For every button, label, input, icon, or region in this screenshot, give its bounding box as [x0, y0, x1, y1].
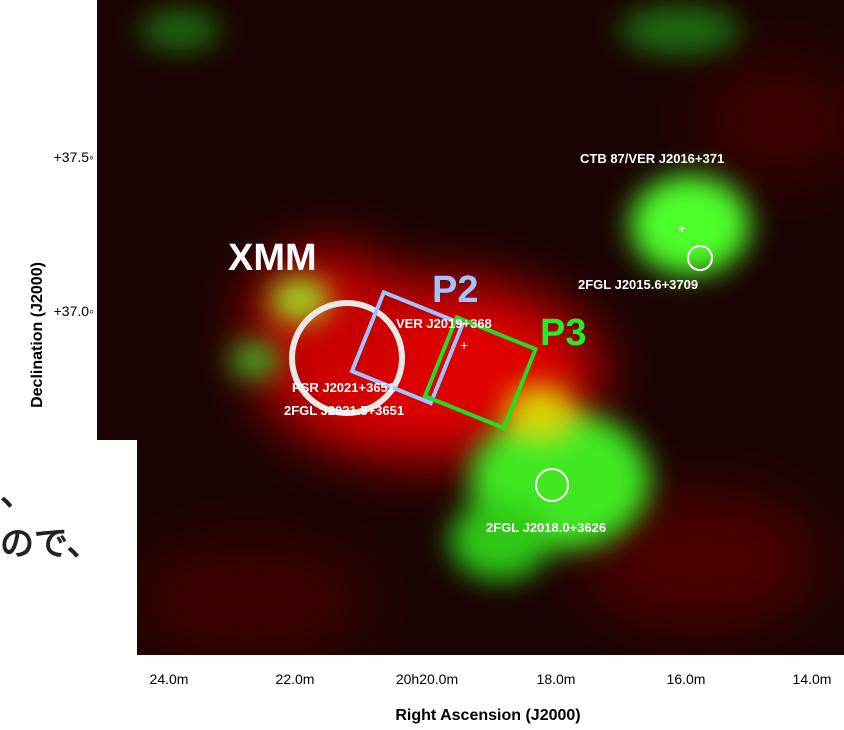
y-axis-label: Declination (J2000)	[29, 262, 46, 408]
sky-map: + + CTB 87/VER J2016+371 2FGL J2015.6+37…	[97, 0, 844, 660]
svg-text:+: +	[678, 220, 686, 236]
annotation: 2FGL J2021.5+3651	[284, 403, 404, 418]
x-tick-label: 18.0m	[537, 671, 576, 687]
y-tick-label: +37.0◦	[54, 303, 94, 319]
annotation: VER J2019+368	[396, 316, 492, 331]
slide-text: 、	[0, 475, 34, 513]
xmm-label: XMM	[228, 237, 317, 279]
x-tick-label: 24.0m	[150, 671, 189, 687]
annotation: CTB 87/VER J2016+371	[580, 151, 724, 166]
annotation: 2FGL J2015.6+3709	[578, 277, 698, 292]
x-tick-label: 22.0m	[276, 671, 315, 687]
annotation: PSR J2021+3651	[292, 380, 395, 395]
x-axis-label: Right Ascension (J2000)	[395, 707, 580, 724]
x-tick-label: 20h20.0m	[396, 671, 458, 687]
annotation: 2FGL J2018.0+3626	[486, 520, 606, 535]
p3-label: P3	[540, 312, 586, 354]
page: + + CTB 87/VER J2016+371 2FGL J2015.6+37…	[0, 0, 844, 725]
svg-text:+: +	[460, 337, 468, 353]
x-tick-label: 14.0m	[793, 671, 832, 687]
p2-label: P2	[432, 269, 478, 311]
figure: + + CTB 87/VER J2016+371 2FGL J2015.6+37…	[0, 0, 844, 725]
x-tick-label: 16.0m	[667, 671, 706, 687]
y-tick-label: +37.5◦	[54, 149, 94, 165]
slide-text: ので、	[0, 525, 101, 563]
